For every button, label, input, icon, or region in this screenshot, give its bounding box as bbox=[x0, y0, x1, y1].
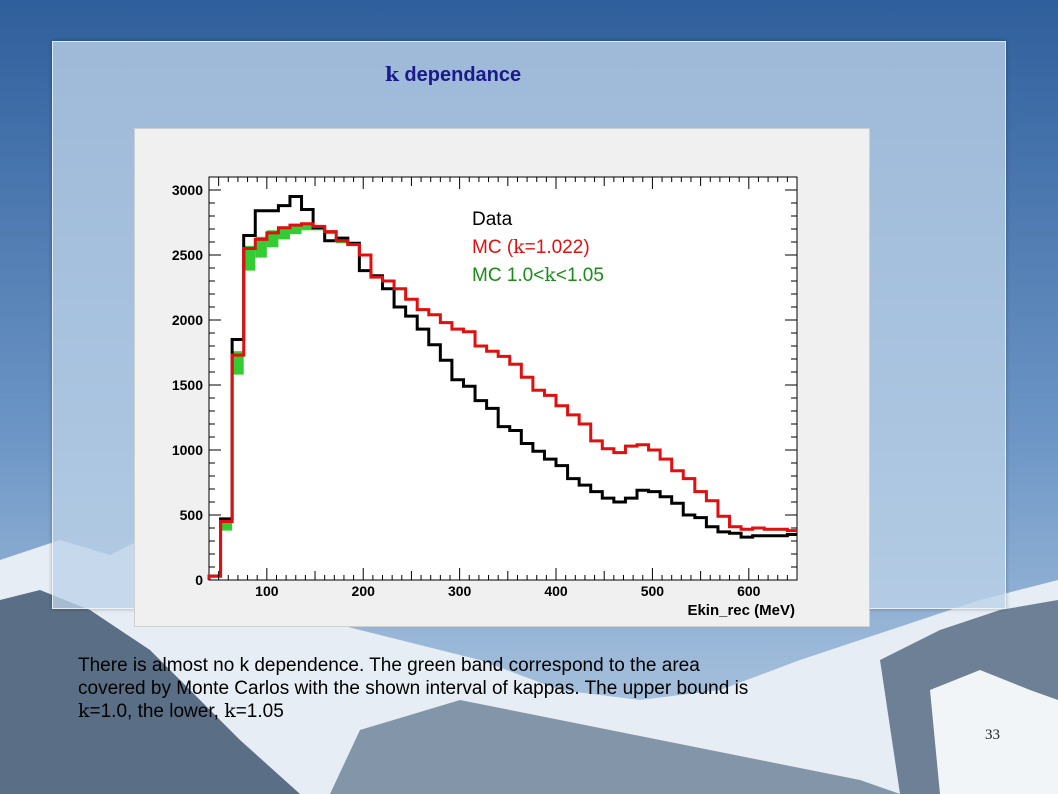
y-tick-label: 0 bbox=[195, 572, 203, 588]
caption-line-3b: =1.05 bbox=[235, 701, 284, 722]
legend-data: Data bbox=[472, 209, 513, 230]
caption-line-3: k=1.0, the lower, k=1.05 bbox=[78, 700, 958, 723]
y-tick-label: 2500 bbox=[172, 247, 203, 263]
legend-mc: MC (k=1.022) bbox=[472, 236, 590, 258]
caption-line-1: There is almost no k dependence. The gre… bbox=[78, 655, 700, 676]
band-bin bbox=[266, 230, 279, 248]
page-number: 33 bbox=[985, 727, 1000, 743]
band-bin bbox=[255, 236, 267, 258]
caption-kappa-2: k bbox=[224, 700, 236, 722]
title-text: dependance bbox=[398, 64, 522, 86]
band-bin bbox=[278, 226, 290, 240]
series-mc bbox=[207, 222, 797, 580]
band-bin bbox=[301, 223, 314, 231]
legend-mc-b: =1.022) bbox=[525, 237, 590, 258]
caption-line-2: covered by Monte Carlos with the shown i… bbox=[78, 678, 749, 699]
series-data bbox=[207, 195, 797, 580]
band-bin bbox=[220, 520, 233, 531]
y-tick-label: 3000 bbox=[172, 182, 203, 198]
x-tick-label: 600 bbox=[737, 583, 761, 599]
legend-mc-a: MC ( bbox=[472, 237, 514, 258]
x-axis-label: Ekin_rec (MeV) bbox=[687, 602, 795, 619]
legend-band-kappa: k bbox=[544, 264, 556, 286]
y-tick-label: 1000 bbox=[172, 442, 203, 458]
legend-band: MC 1.0<k<1.05 bbox=[472, 264, 604, 286]
histogram-chart: 0 500 1000 1500 2000 2500 3000 100 200 300 400 500 6… bbox=[172, 176, 798, 619]
kappa-symbol: k bbox=[385, 62, 399, 86]
axis-layer: 0 500 1000 1500 2000 2500 3000 100 200 300 400 500 6… bbox=[172, 177, 797, 599]
chart-frame: 0 500 1000 1500 2000 2500 3000 100 200 300 400 500 6… bbox=[134, 128, 870, 627]
x-tick-label: 300 bbox=[448, 583, 472, 599]
legend-band-b: <1.05 bbox=[556, 265, 604, 286]
caption-line-3a: =1.0, the lower, bbox=[89, 701, 225, 722]
legend-band-a: MC 1.0< bbox=[472, 265, 544, 286]
x-tick-label: 200 bbox=[352, 583, 376, 599]
plot-area bbox=[208, 176, 798, 581]
caption-kappa-1: k bbox=[78, 700, 90, 722]
band-bin bbox=[289, 223, 302, 235]
y-tick-label: 2000 bbox=[172, 312, 203, 328]
y-tick-label: 1500 bbox=[172, 377, 203, 393]
y-tick-label: 500 bbox=[180, 507, 204, 523]
legend-mc-kappa: k bbox=[513, 236, 525, 258]
caption: There is almost no k dependence. The gre… bbox=[78, 654, 958, 723]
x-tick-label: 100 bbox=[255, 583, 279, 599]
legend: Data MC (k=1.022) MC 1.0<k<1.05 bbox=[472, 209, 604, 286]
series-layer bbox=[207, 195, 797, 580]
band-bin bbox=[232, 351, 244, 375]
x-tick-label: 500 bbox=[641, 583, 665, 599]
slide-title: k dependance bbox=[385, 62, 521, 87]
band-bin bbox=[243, 245, 256, 271]
x-tick-label: 400 bbox=[544, 583, 568, 599]
